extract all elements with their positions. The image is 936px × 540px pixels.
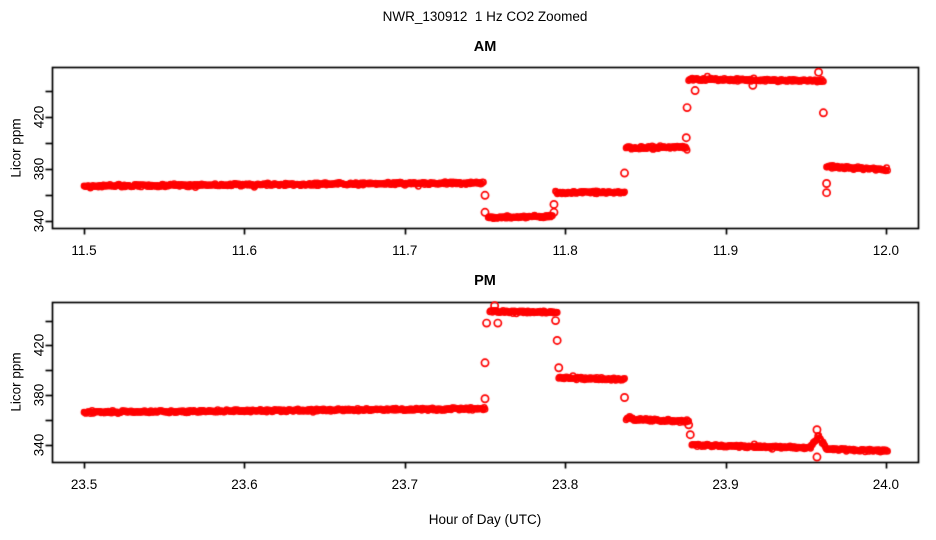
panel-title-am: AM: [473, 39, 497, 55]
x-tick-label-pm: 23.9: [712, 477, 739, 492]
y-axis-label-pm: Licor ppm: [8, 352, 24, 412]
x-axis-label: Hour of Day (UTC): [428, 512, 542, 527]
x-tick-label-pm: 23.7: [391, 477, 418, 492]
y-axis-label-am: Licor ppm: [8, 117, 24, 178]
x-tick-label-am: 11.9: [712, 243, 739, 258]
x-tick-label-pm: 24.0: [872, 477, 900, 492]
y-tick-label-am: 420: [31, 105, 47, 128]
y-tick-label-pm: 340: [31, 433, 47, 456]
figure-title: NWR_130912 1 Hz CO2 Zoomed: [382, 9, 588, 24]
y-tick-label-pm: 420: [31, 334, 47, 357]
y-tick-label-am: 380: [31, 157, 47, 181]
x-tick-label-pm: 23.6: [231, 477, 258, 492]
x-tick-label-pm: 23.5: [70, 477, 98, 492]
panel-title-pm: PM: [474, 273, 496, 289]
y-tick-label-am: 340: [31, 210, 47, 233]
x-tick-label-pm: 23.8: [552, 477, 579, 492]
y-tick-label-pm: 380: [31, 383, 47, 407]
x-tick-label-am: 11.7: [392, 243, 418, 258]
x-tick-label-am: 12.0: [872, 243, 900, 258]
x-tick-label-am: 11.6: [231, 243, 258, 258]
x-tick-label-am: 11.5: [71, 243, 97, 258]
x-tick-label-am: 11.8: [552, 243, 578, 258]
